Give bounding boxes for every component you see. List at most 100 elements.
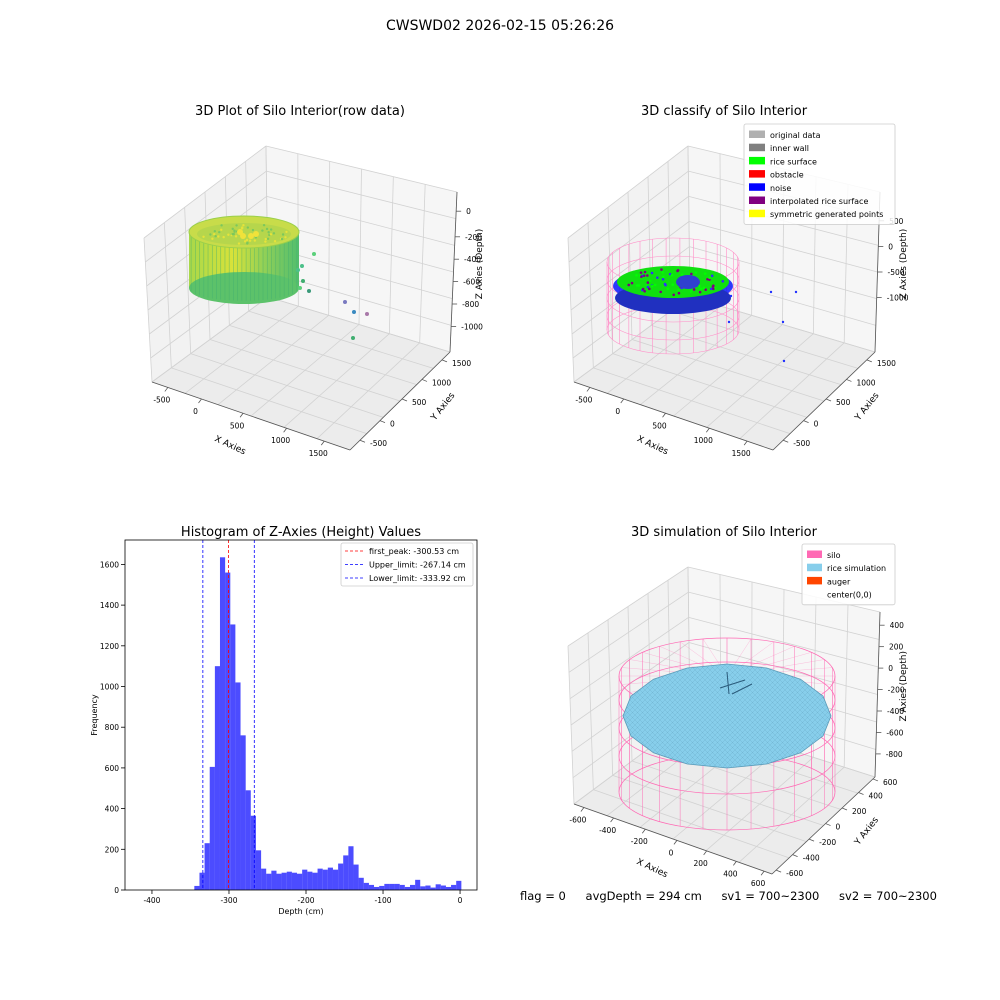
classified-point: [712, 284, 715, 288]
z-tick-label: -1000: [461, 322, 483, 331]
x-tick-label: 200: [693, 859, 708, 868]
y-tick-label: 600: [105, 764, 120, 773]
legend-swatch: [749, 209, 765, 218]
histogram-bar: [286, 871, 292, 890]
classified-point: [704, 288, 707, 292]
data-point: [272, 232, 276, 235]
data-point: [237, 242, 241, 245]
legend-swatch: [749, 196, 765, 204]
data-point: [240, 233, 246, 239]
chart-title: Histogram of Z-Axies (Height) Values: [181, 525, 421, 540]
classified-point: [630, 281, 634, 285]
x-tick-label: 500: [652, 421, 667, 430]
classified-point: [677, 291, 681, 295]
y-tick: [359, 439, 366, 443]
histogram-bar: [230, 624, 236, 890]
z-tick-label: -600: [886, 728, 903, 737]
x-tick-label: 1000: [271, 436, 290, 445]
histogram-bar: [420, 886, 426, 890]
histogram-bar: [312, 872, 318, 890]
data-point: [213, 229, 217, 233]
x-tick-label: -600: [569, 816, 586, 825]
classified-point: [690, 272, 693, 276]
histogram-bar: [353, 864, 359, 890]
data-point: [242, 223, 245, 227]
back-pane: [266, 146, 457, 352]
outlier-point: [296, 268, 300, 272]
histogram-bar: [399, 884, 405, 890]
histogram-bar: [291, 872, 297, 890]
legend-label: interpolated rice surface: [770, 197, 868, 206]
y-tick: [825, 398, 832, 402]
histogram-bar: [255, 850, 262, 890]
grid-line: [567, 566, 689, 647]
y-tick-label: -500: [793, 439, 810, 448]
data-point: [222, 235, 225, 239]
x-tick-label: -200: [631, 837, 648, 846]
z-tick-label: -400: [887, 707, 904, 716]
z-axis-label: Z Axies (Depth): [475, 229, 485, 300]
classified-point: [641, 287, 645, 291]
histogram-bar: [435, 884, 441, 890]
z-tick-label: 0: [888, 242, 893, 251]
histogram-bar: [225, 572, 231, 890]
histogram-bar: [317, 868, 323, 890]
histogram-legend: [340, 542, 474, 587]
data-point: [265, 227, 269, 231]
x-tick-label: -500: [575, 395, 592, 404]
y-tick-label: 1000: [100, 683, 119, 692]
legend-swatch: [749, 143, 765, 152]
data-point: [220, 224, 223, 227]
outlier-point: [300, 264, 304, 268]
x-axis-label: Depth (cm): [278, 907, 323, 916]
histogram-bar: [209, 766, 215, 890]
legend-label: silo: [827, 551, 841, 560]
histogram-bar: [363, 882, 369, 890]
outlier-point: [351, 336, 355, 340]
data-point: [251, 228, 255, 232]
y-axis-label: Y Axies: [853, 391, 882, 424]
histogram-bar: [451, 884, 457, 890]
data-point: [261, 229, 264, 232]
classified-point: [708, 278, 711, 281]
y-tick-label: 600: [883, 778, 898, 787]
legend-swatch: [749, 170, 765, 178]
legend-label: Upper_limit: -267.14 cm: [369, 561, 466, 570]
y-tick: [858, 792, 864, 795]
y-tick-label: 1000: [856, 378, 875, 387]
histogram-bar: [338, 863, 344, 890]
grid-line: [567, 145, 689, 239]
x-tick-label: 0: [669, 848, 674, 857]
classified-point: [712, 287, 715, 291]
y-tick-label: -200: [819, 838, 836, 847]
x-tick: [743, 440, 748, 446]
histogram-bar: [409, 884, 416, 890]
classified-point: [708, 276, 711, 280]
legend-label: rice simulation: [827, 564, 886, 573]
data-point: [266, 237, 270, 241]
data-point: [280, 237, 284, 241]
rice-surface: [617, 266, 729, 298]
y-axis-line: [772, 351, 876, 451]
classified-point: [639, 271, 643, 274]
panel-classify-3d: -500 0 500 1000 1500 -500 0 500 1000 1500 500 0 -500…: [567, 104, 909, 458]
z-tick-label: -200: [465, 233, 482, 242]
data-point: [248, 233, 254, 239]
classify-legend: [743, 123, 896, 225]
grid-line: [248, 310, 434, 369]
classified-point: [666, 287, 670, 291]
y-axis-label: Y Axies: [429, 391, 458, 424]
data-point: [211, 237, 214, 240]
z-tick-label: -500: [888, 268, 905, 277]
noise-point: [781, 320, 785, 324]
x-tick: [662, 413, 666, 418]
y-tick-label: 400: [105, 805, 120, 814]
histogram-bar: [214, 666, 220, 890]
histogram-bar: [415, 879, 421, 890]
x-axis-label: X Axies: [213, 434, 248, 457]
classified-point: [699, 287, 703, 291]
noise-point: [794, 290, 798, 294]
outlier-point: [312, 252, 316, 256]
classified-point: [721, 279, 725, 283]
classified-point: [706, 277, 709, 281]
